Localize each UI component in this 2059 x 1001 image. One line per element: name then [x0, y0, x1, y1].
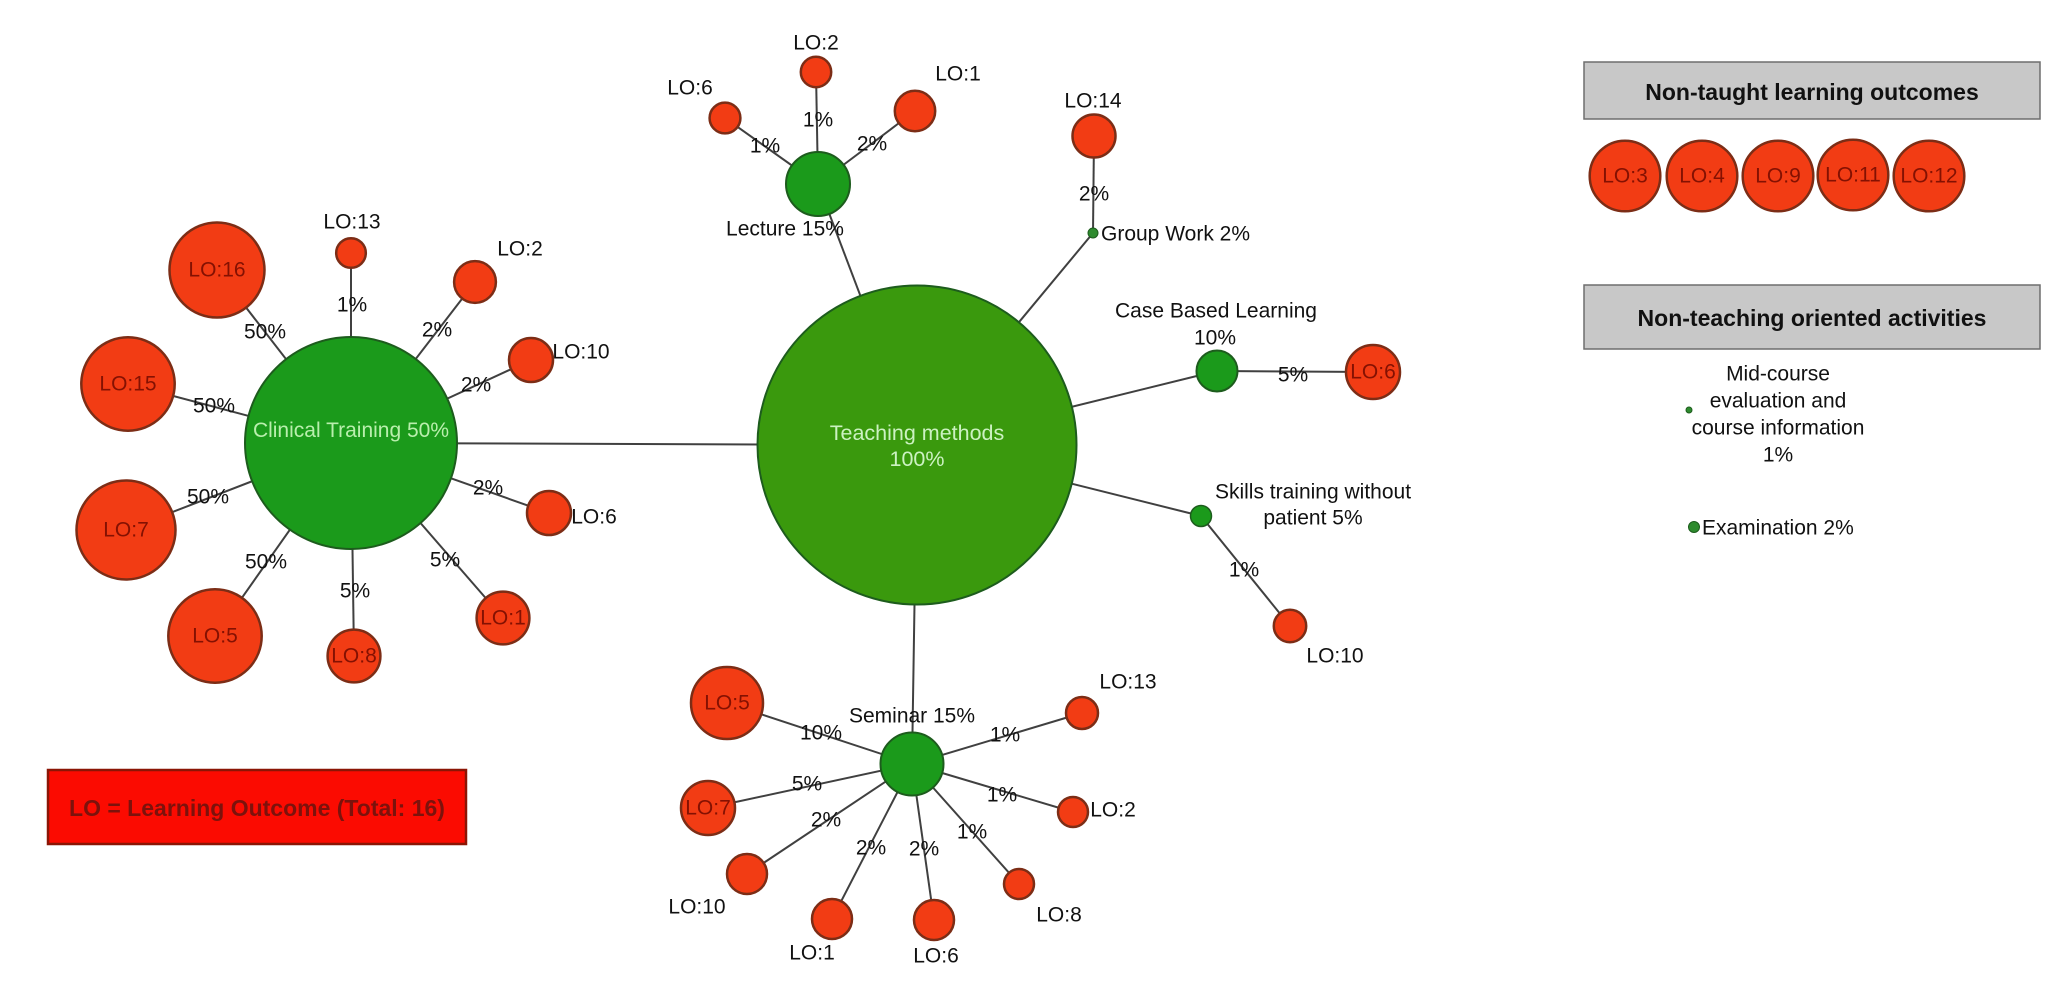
svg-text:1%: 1%: [1763, 444, 1793, 467]
svg-text:Case Based Learning: Case Based Learning: [1115, 300, 1317, 323]
svg-text:patient 5%: patient 5%: [1263, 507, 1362, 530]
svg-text:LO:11: LO:11: [1825, 164, 1881, 187]
svg-text:LO:6: LO:6: [571, 506, 617, 529]
svg-text:1%: 1%: [1229, 559, 1259, 582]
svg-text:Non-taught learning outcomes: Non-taught learning outcomes: [1645, 79, 1979, 105]
svg-text:1%: 1%: [337, 294, 367, 317]
svg-text:LO = Learning Outcome (Total:: LO = Learning Outcome (Total: 16): [69, 795, 445, 821]
svg-text:LO:8: LO:8: [1036, 904, 1082, 927]
svg-text:LO:3: LO:3: [1602, 165, 1648, 188]
svg-text:LO:13: LO:13: [1099, 671, 1156, 694]
svg-text:Mid-course: Mid-course: [1726, 363, 1830, 386]
svg-text:LO:14: LO:14: [1064, 90, 1122, 113]
svg-text:LO:10: LO:10: [668, 896, 725, 919]
svg-text:evaluation and: evaluation and: [1710, 390, 1847, 413]
svg-text:2%: 2%: [422, 319, 452, 342]
svg-text:Clinical Training 50%: Clinical Training 50%: [253, 419, 449, 442]
svg-text:Skills training without: Skills training without: [1215, 481, 1411, 504]
svg-text:50%: 50%: [187, 486, 229, 509]
svg-text:LO:2: LO:2: [1090, 799, 1136, 822]
svg-text:Seminar 15%: Seminar 15%: [849, 705, 975, 728]
svg-text:LO:2: LO:2: [497, 238, 543, 261]
svg-text:50%: 50%: [245, 551, 287, 574]
svg-text:Teaching methods: Teaching methods: [830, 421, 1005, 445]
svg-text:LO:6: LO:6: [913, 945, 959, 968]
svg-text:LO:12: LO:12: [1900, 165, 1957, 188]
svg-text:2%: 2%: [461, 374, 491, 397]
svg-text:1%: 1%: [990, 724, 1020, 747]
svg-text:10%: 10%: [800, 722, 842, 745]
svg-text:1%: 1%: [803, 109, 833, 132]
svg-text:LO:6: LO:6: [667, 77, 713, 100]
svg-text:10%: 10%: [1194, 327, 1236, 350]
svg-text:LO:16: LO:16: [188, 259, 245, 282]
svg-text:LO:2: LO:2: [793, 32, 839, 55]
svg-text:course information: course information: [1692, 417, 1865, 440]
svg-text:LO:1: LO:1: [789, 942, 835, 965]
svg-text:5%: 5%: [1278, 364, 1308, 387]
svg-text:50%: 50%: [244, 321, 286, 344]
svg-text:Group Work 2%: Group Work 2%: [1101, 223, 1250, 246]
svg-text:LO:9: LO:9: [1755, 165, 1801, 188]
svg-text:LO:6: LO:6: [1350, 361, 1396, 384]
svg-text:50%: 50%: [193, 395, 235, 418]
svg-text:Examination 2%: Examination 2%: [1702, 517, 1854, 540]
svg-text:5%: 5%: [792, 773, 822, 796]
svg-text:2%: 2%: [811, 809, 841, 832]
svg-text:LO:1: LO:1: [935, 63, 981, 86]
svg-text:5%: 5%: [340, 580, 370, 603]
svg-text:2%: 2%: [857, 133, 887, 156]
svg-text:1%: 1%: [957, 821, 987, 844]
svg-text:Non-teaching oriented activiti: Non-teaching oriented activities: [1638, 305, 1987, 331]
svg-text:2%: 2%: [909, 838, 939, 861]
svg-text:Lecture 15%: Lecture 15%: [726, 218, 844, 241]
svg-text:100%: 100%: [890, 447, 945, 471]
svg-text:2%: 2%: [1079, 183, 1109, 206]
svg-text:LO:15: LO:15: [99, 373, 156, 396]
svg-text:1%: 1%: [987, 784, 1017, 807]
svg-text:LO:7: LO:7: [103, 519, 149, 542]
svg-text:LO:10: LO:10: [552, 341, 609, 364]
svg-text:2%: 2%: [856, 837, 886, 860]
svg-text:5%: 5%: [430, 549, 460, 572]
svg-text:2%: 2%: [473, 477, 503, 500]
svg-text:1%: 1%: [750, 135, 780, 158]
svg-text:LO:5: LO:5: [192, 625, 238, 648]
svg-text:LO:4: LO:4: [1679, 165, 1725, 188]
svg-text:LO:8: LO:8: [331, 645, 377, 668]
svg-text:LO:1: LO:1: [480, 607, 526, 630]
svg-text:LO:7: LO:7: [685, 797, 731, 820]
svg-text:LO:10: LO:10: [1306, 645, 1363, 668]
svg-text:LO:13: LO:13: [323, 211, 380, 234]
svg-text:LO:5: LO:5: [704, 692, 750, 715]
